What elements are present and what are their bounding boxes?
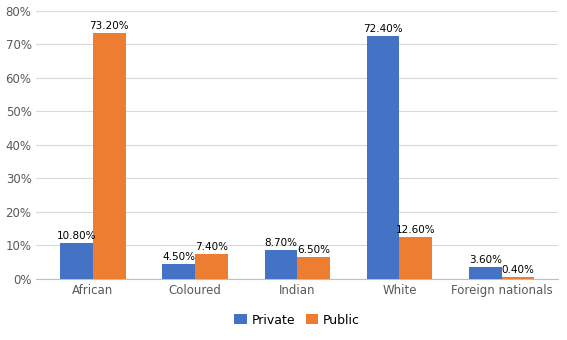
- Bar: [400, 237, 432, 279]
- Bar: [502, 277, 534, 279]
- Bar: [297, 257, 330, 279]
- Text: 10.80%: 10.80%: [57, 231, 96, 241]
- Text: 3.60%: 3.60%: [469, 255, 502, 265]
- Bar: [195, 254, 228, 279]
- Text: 7.40%: 7.40%: [195, 242, 228, 252]
- Text: 12.60%: 12.60%: [396, 224, 435, 235]
- Text: 72.40%: 72.40%: [363, 24, 403, 34]
- Text: 0.40%: 0.40%: [502, 266, 535, 275]
- Text: 8.70%: 8.70%: [264, 238, 298, 248]
- Bar: [367, 36, 400, 279]
- Bar: [93, 33, 125, 279]
- Text: 4.50%: 4.50%: [162, 252, 195, 262]
- Legend: Private, Public: Private, Public: [230, 309, 365, 332]
- Bar: [60, 242, 93, 279]
- Bar: [162, 264, 195, 279]
- Text: 73.20%: 73.20%: [90, 21, 129, 31]
- Text: 6.50%: 6.50%: [297, 245, 330, 255]
- Bar: [265, 250, 297, 279]
- Bar: [469, 267, 502, 279]
